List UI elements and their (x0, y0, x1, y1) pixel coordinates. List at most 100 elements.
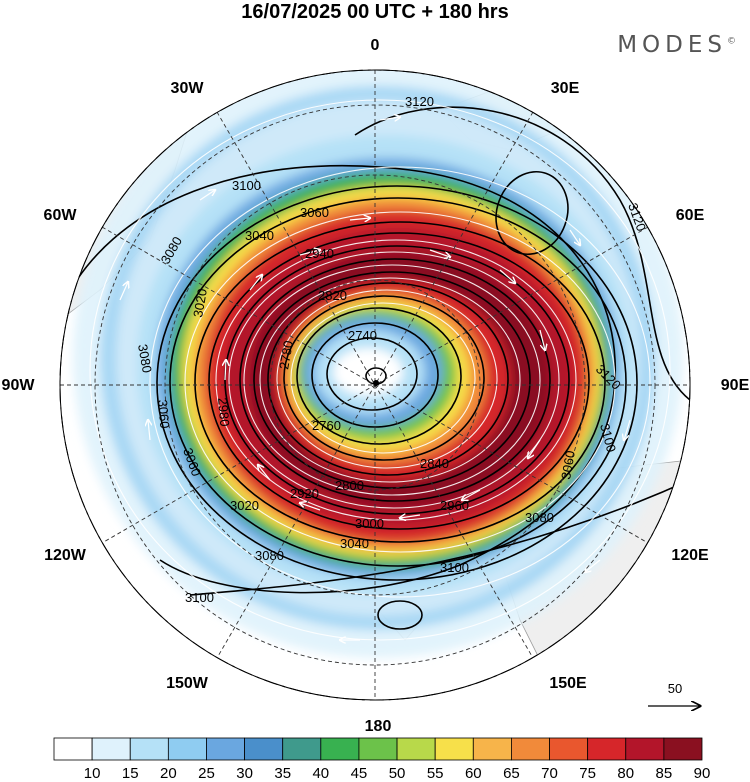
contour-label: 2980 (215, 397, 232, 427)
colorbar-tick-label: 80 (617, 765, 634, 782)
contour-label: 3060 (300, 205, 329, 220)
contour-label: 2780 (276, 339, 296, 370)
colorbar-swatch (434, 737, 474, 761)
contour-3100-south (189, 479, 690, 596)
contour-label: 2800 (335, 478, 364, 493)
lon-label-90w: 90W (2, 377, 36, 394)
colorbar-swatch (549, 737, 589, 761)
contour-label: 3100 (440, 560, 469, 575)
contour-3120 (354, 106, 690, 401)
contour-label: 3020 (230, 498, 259, 513)
contour-label: 3040 (340, 536, 369, 551)
contour-3100 (60, 164, 617, 594)
colorbar-swatch (91, 737, 131, 761)
vector-reference-label: 50 (668, 681, 682, 696)
colorbar-tick-label: 15 (122, 765, 139, 782)
colorbar-tick-label: 45 (351, 765, 368, 782)
contour-label: 3060 (155, 399, 172, 429)
pole-marker (373, 380, 379, 386)
colorbar-swatch (625, 737, 665, 761)
contour-2880 (267, 282, 509, 476)
lon-label-120e: 120E (671, 547, 709, 564)
contour-3080 (156, 185, 638, 581)
contour-3120-closed (495, 170, 569, 256)
lon-label-180: 180 (365, 718, 392, 735)
lon-label-150e: 150E (549, 675, 587, 692)
colorbar-swatch (472, 737, 512, 761)
brand-name: MODES (617, 32, 727, 58)
contour-2960 (239, 258, 551, 502)
colorbar-tick-label: 25 (198, 765, 215, 782)
contour-label: 2960 (440, 498, 469, 513)
colorbar-tick-label: 50 (389, 765, 406, 782)
map-disc (60, 70, 690, 700)
colorbar-tick-label: 30 (236, 765, 253, 782)
colorbar-tick-label: 35 (274, 765, 291, 782)
contour-label: 3080 (525, 510, 554, 525)
lon-label-30w: 30W (171, 80, 205, 97)
contour-label: 3120 (405, 94, 434, 109)
contour-label: 3100 (597, 422, 619, 454)
contour-labels: 3120 3100 3060 3080 3080 3060 3060 3020 … (135, 94, 649, 605)
colorbar-swatch (206, 737, 245, 761)
contour-2800 (296, 307, 462, 445)
colorbar-swatch (358, 737, 398, 761)
colorbar-swatch (320, 737, 360, 761)
lon-label-60w: 60W (44, 207, 78, 224)
map-title: 16/07/2025 00 UTC + 180 hrs (241, 1, 509, 23)
contour-label: 3080 (255, 548, 284, 563)
colorbar-tick-label: 70 (541, 765, 558, 782)
colorbar-swatch (587, 737, 627, 761)
contour-2840 (283, 295, 485, 461)
colorbar-swatch (167, 737, 207, 761)
map-rim (59, 69, 691, 701)
contour-label: 2760 (312, 418, 341, 433)
lon-label-150w: 150W (166, 675, 209, 692)
wind-arrows (119, 117, 631, 640)
colorbar-tick-label: 65 (503, 765, 520, 782)
contour-2920 (253, 271, 531, 489)
contour-3060 (169, 197, 627, 567)
lon-label-30e: 30E (551, 80, 580, 97)
contour-label: 3100 (232, 178, 261, 193)
contour-3040 (194, 221, 606, 543)
colorbar-tick-label: 20 (160, 765, 177, 782)
contour-label: 2820 (318, 288, 347, 303)
colorbar-swatch (282, 737, 322, 761)
colorbar-swatch (53, 737, 93, 761)
wind-streamlines (89, 99, 671, 641)
longitude-labels: 0 30E 60E 90E 120E 150E 180 150W 120W 90… (2, 37, 750, 735)
wind-speed-shading (73, 70, 683, 658)
contour-label: 3100 (185, 590, 214, 605)
vector-reference: 50 (648, 681, 700, 706)
colorbar-tick-label: 75 (579, 765, 596, 782)
lon-label-0: 0 (371, 37, 380, 54)
brand-logo: MODES© (617, 32, 736, 58)
contour-label: 2740 (348, 328, 377, 343)
colorbar-swatch (396, 737, 436, 761)
contour-label: 3080 (135, 343, 155, 374)
colorbar-swatch (244, 737, 284, 761)
contour-label: 2920 (290, 486, 319, 501)
colorbar-tick-label: 85 (656, 765, 673, 782)
colorbar-swatch (129, 737, 169, 761)
lon-label-60e: 60E (676, 207, 705, 224)
contour-label: 3040 (245, 228, 274, 243)
contour-label: 3060 (558, 449, 578, 480)
contour-label: 2840 (420, 456, 449, 471)
contour-label: 3020 (190, 287, 210, 318)
contour-2740 (326, 337, 418, 411)
contour-3020 (208, 232, 590, 530)
colorbar-swatch (511, 737, 550, 761)
contour-small-closed (377, 600, 423, 630)
colorbar-tick-label: 40 (312, 765, 329, 782)
brand-mark: © (727, 36, 736, 47)
contour-label: 3000 (355, 516, 384, 531)
colorbar-tick-label: 60 (465, 765, 482, 782)
colorbar-tick-label: 55 (427, 765, 444, 782)
colorbar: 10 15 20 25 30 35 40 45 50 55 60 65 70 75 80 85 90 (53, 737, 711, 782)
colorbar-swatch (663, 737, 703, 761)
lon-label-90e: 90E (721, 377, 750, 394)
colorbar-tick-label: 90 (694, 765, 711, 782)
